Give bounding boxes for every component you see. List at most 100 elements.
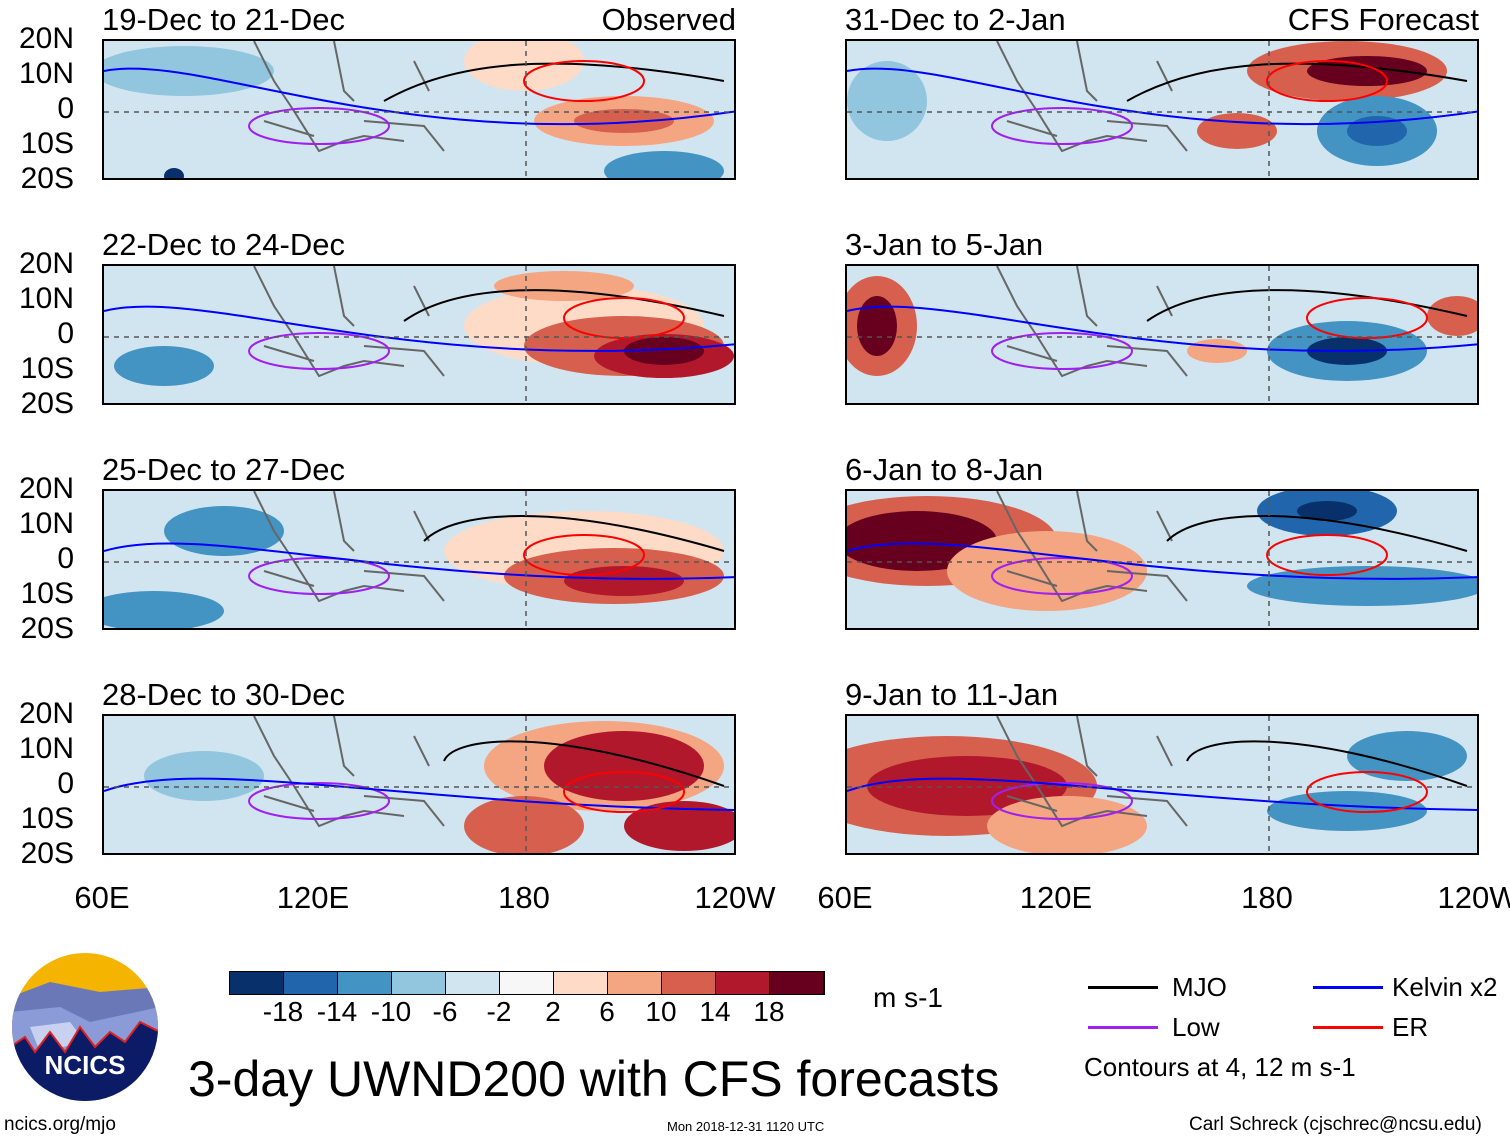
footer-url: ncics.org/mjo <box>4 1114 116 1135</box>
kelvin-contour <box>847 777 1477 811</box>
lat-label: 10N <box>18 282 74 315</box>
map-panel <box>845 39 1479 180</box>
low-contour <box>248 782 390 820</box>
colorbar-ticks: -18 -14 -10 -6 -2 2 6 10 14 18 <box>256 996 796 1028</box>
lat-label: 10N <box>18 507 74 540</box>
coastline <box>996 491 1188 603</box>
colorbar-swatch <box>230 972 284 994</box>
panel-title: 3-Jan to 5-Jan <box>845 227 1044 262</box>
er-contour <box>1306 297 1428 339</box>
panel-title: 31-Dec to 2-Jan <box>845 2 1066 37</box>
legend-label-mjo: MJO <box>1172 972 1227 1002</box>
wind-anomaly-blob <box>847 61 927 141</box>
colorbar <box>229 971 825 995</box>
colorbar-tick-label: -6 <box>432 996 458 1027</box>
lon-label: 120W <box>694 880 776 915</box>
kelvin-contour <box>104 305 734 352</box>
colorbar-tick-label: 18 <box>753 996 785 1027</box>
map-panel <box>102 264 736 405</box>
er-contour <box>1266 60 1388 102</box>
colorbar-units: m s-1 <box>873 982 943 1013</box>
kelvin-contour <box>104 777 734 811</box>
er-contour <box>1306 771 1428 813</box>
map-panel <box>845 264 1479 405</box>
colorbar-swatch <box>554 972 608 994</box>
wind-anomaly-blob <box>494 271 634 301</box>
panel-tag: Observed <box>601 2 736 37</box>
lat-label: 0 <box>57 542 74 575</box>
legend-line-kelvin <box>1313 986 1383 989</box>
wind-anomaly-blob <box>144 751 264 801</box>
low-contour <box>248 332 390 370</box>
kelvin-contour <box>104 67 734 126</box>
map-panel <box>102 714 736 855</box>
footer-timestamp: Mon 2018-12-31 1120 UTC <box>667 1119 825 1134</box>
panel-title: 6-Jan to 8-Jan <box>845 452 1044 487</box>
lat-label: 10S <box>20 802 74 835</box>
legend-line-low <box>1088 1026 1158 1029</box>
colorbar-tick-label: -2 <box>486 996 512 1027</box>
wind-anomaly-blob <box>1187 339 1247 363</box>
legend-line-er <box>1313 1026 1383 1029</box>
lat-label: 20S <box>20 387 74 420</box>
wind-anomaly-blob <box>574 109 674 133</box>
panel-title: 9-Jan to 11-Jan <box>845 677 1059 712</box>
wind-anomaly-blob <box>564 566 684 596</box>
low-contour <box>248 557 390 595</box>
low-contour <box>991 107 1133 145</box>
lat-label: 20N <box>18 697 74 730</box>
mjo-contour <box>383 62 725 102</box>
wind-anomaly-blob <box>1307 56 1427 86</box>
mjo-contour <box>1186 740 1468 787</box>
lat-label: 20N <box>18 22 74 55</box>
panel-title: 22-Dec to 24-Dec <box>102 227 345 262</box>
wind-anomaly-blob <box>114 346 214 386</box>
er-contour <box>1266 534 1388 576</box>
wind-anomaly-blob <box>1247 566 1477 606</box>
colorbar-tick-label: 10 <box>645 996 677 1027</box>
map-panel <box>102 489 736 630</box>
coastline <box>253 41 445 153</box>
wind-anomaly-blob <box>1427 296 1477 336</box>
lon-label: 60E <box>817 880 873 915</box>
wind-anomaly-blob <box>544 731 704 801</box>
colorbar-swatch <box>770 972 824 994</box>
contour-note: Contours at 4, 12 m s-1 <box>1084 1052 1356 1082</box>
wind-anomaly-blob <box>867 756 1067 816</box>
map-panel <box>102 39 736 180</box>
wind-anomaly-blob <box>624 337 704 365</box>
lat-label: 10S <box>20 352 74 385</box>
lat-label: 20S <box>20 162 74 195</box>
er-contour <box>523 534 645 576</box>
colorbar-swatch <box>284 972 338 994</box>
coastline <box>996 41 1188 153</box>
colorbar-swatch <box>446 972 500 994</box>
colorbar-tick-label: -10 <box>370 996 412 1027</box>
wind-anomaly-blob <box>1297 501 1357 521</box>
coastline <box>996 266 1188 378</box>
low-contour <box>248 107 390 145</box>
figure-title: 3-day UWND200 with CFS forecasts <box>188 1051 1000 1107</box>
kelvin-contour <box>847 67 1477 126</box>
wind-anomaly-blob <box>464 41 584 91</box>
lat-label: 0 <box>57 92 74 125</box>
colorbar-swatch <box>662 972 716 994</box>
wind-anomaly-blob <box>987 796 1147 853</box>
colorbar-swatch <box>608 972 662 994</box>
lat-label: 20N <box>18 472 74 505</box>
colorbar-tick-label: 14 <box>699 996 731 1027</box>
panel-tag: CFS Forecast <box>1287 2 1479 37</box>
legend-label-er: ER <box>1392 1012 1429 1042</box>
legend-line-mjo <box>1088 986 1158 989</box>
legend-label-low: Low <box>1172 1012 1220 1042</box>
lat-label: 10S <box>20 127 74 160</box>
wind-anomaly-blob <box>464 796 584 853</box>
colorbar-tick-label: 2 <box>545 996 561 1027</box>
coastline <box>253 716 445 828</box>
footer-author: Carl Schreck (cjschrec@ncsu.edu) <box>1189 1114 1482 1135</box>
wind-anomaly-blob <box>857 296 897 356</box>
lat-label: 0 <box>57 767 74 800</box>
kelvin-contour <box>847 305 1477 352</box>
ncics-logo: NCICS <box>12 953 158 1101</box>
